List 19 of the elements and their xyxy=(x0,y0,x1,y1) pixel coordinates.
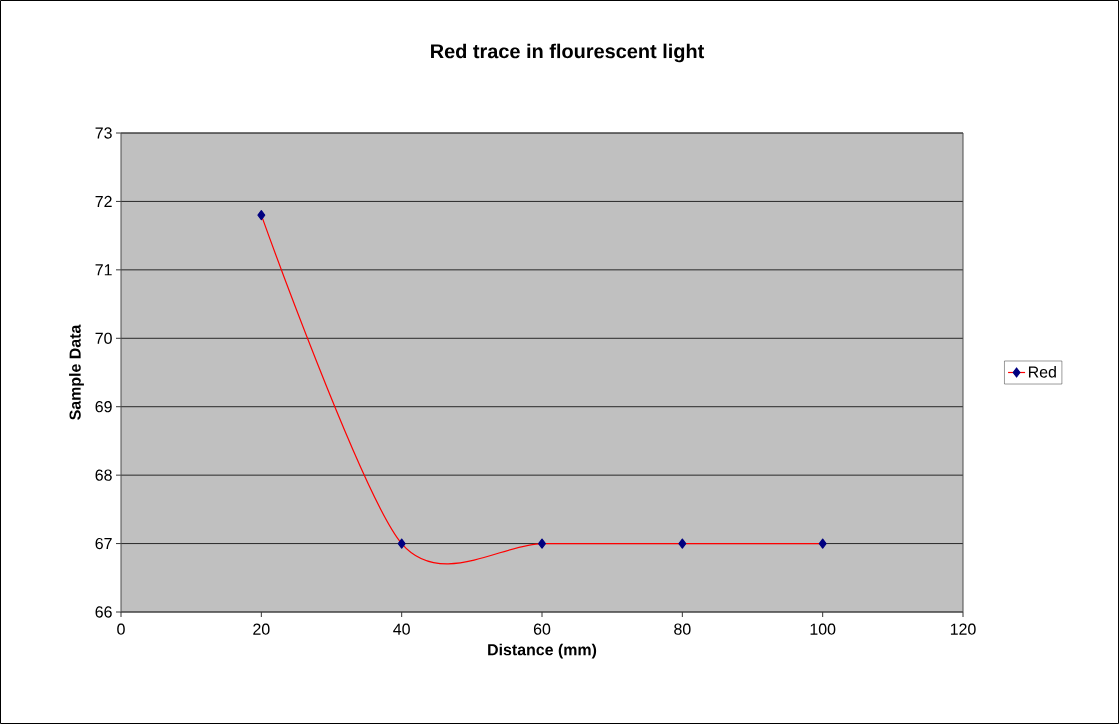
legend-label: Red xyxy=(1028,365,1056,378)
y-tick-label: 69 xyxy=(95,401,112,413)
y-tick-label: 68 xyxy=(95,469,112,481)
x-tick-label: 80 xyxy=(674,623,691,635)
x-tick-label: 60 xyxy=(533,623,551,635)
y-tick-label: 67 xyxy=(95,537,112,550)
y-axis-title: Sample Data xyxy=(69,324,84,420)
y-tick-label: 70 xyxy=(95,332,112,344)
x-axis-title: Distance (mm) xyxy=(488,643,597,659)
x-tick-label: 20 xyxy=(253,623,270,635)
x-tick-label: 0 xyxy=(117,623,125,635)
x-tick-label: 100 xyxy=(810,623,836,635)
y-tick-label: 73 xyxy=(95,127,112,139)
y-tick-label: 66 xyxy=(95,606,112,618)
y-tick-label: 72 xyxy=(95,195,112,207)
chart-title: Red trace in flourescent light xyxy=(431,43,705,63)
x-tick-label: 40 xyxy=(393,623,410,635)
x-tick-label: 120 xyxy=(950,623,976,635)
y-tick-label: 71 xyxy=(95,264,112,276)
